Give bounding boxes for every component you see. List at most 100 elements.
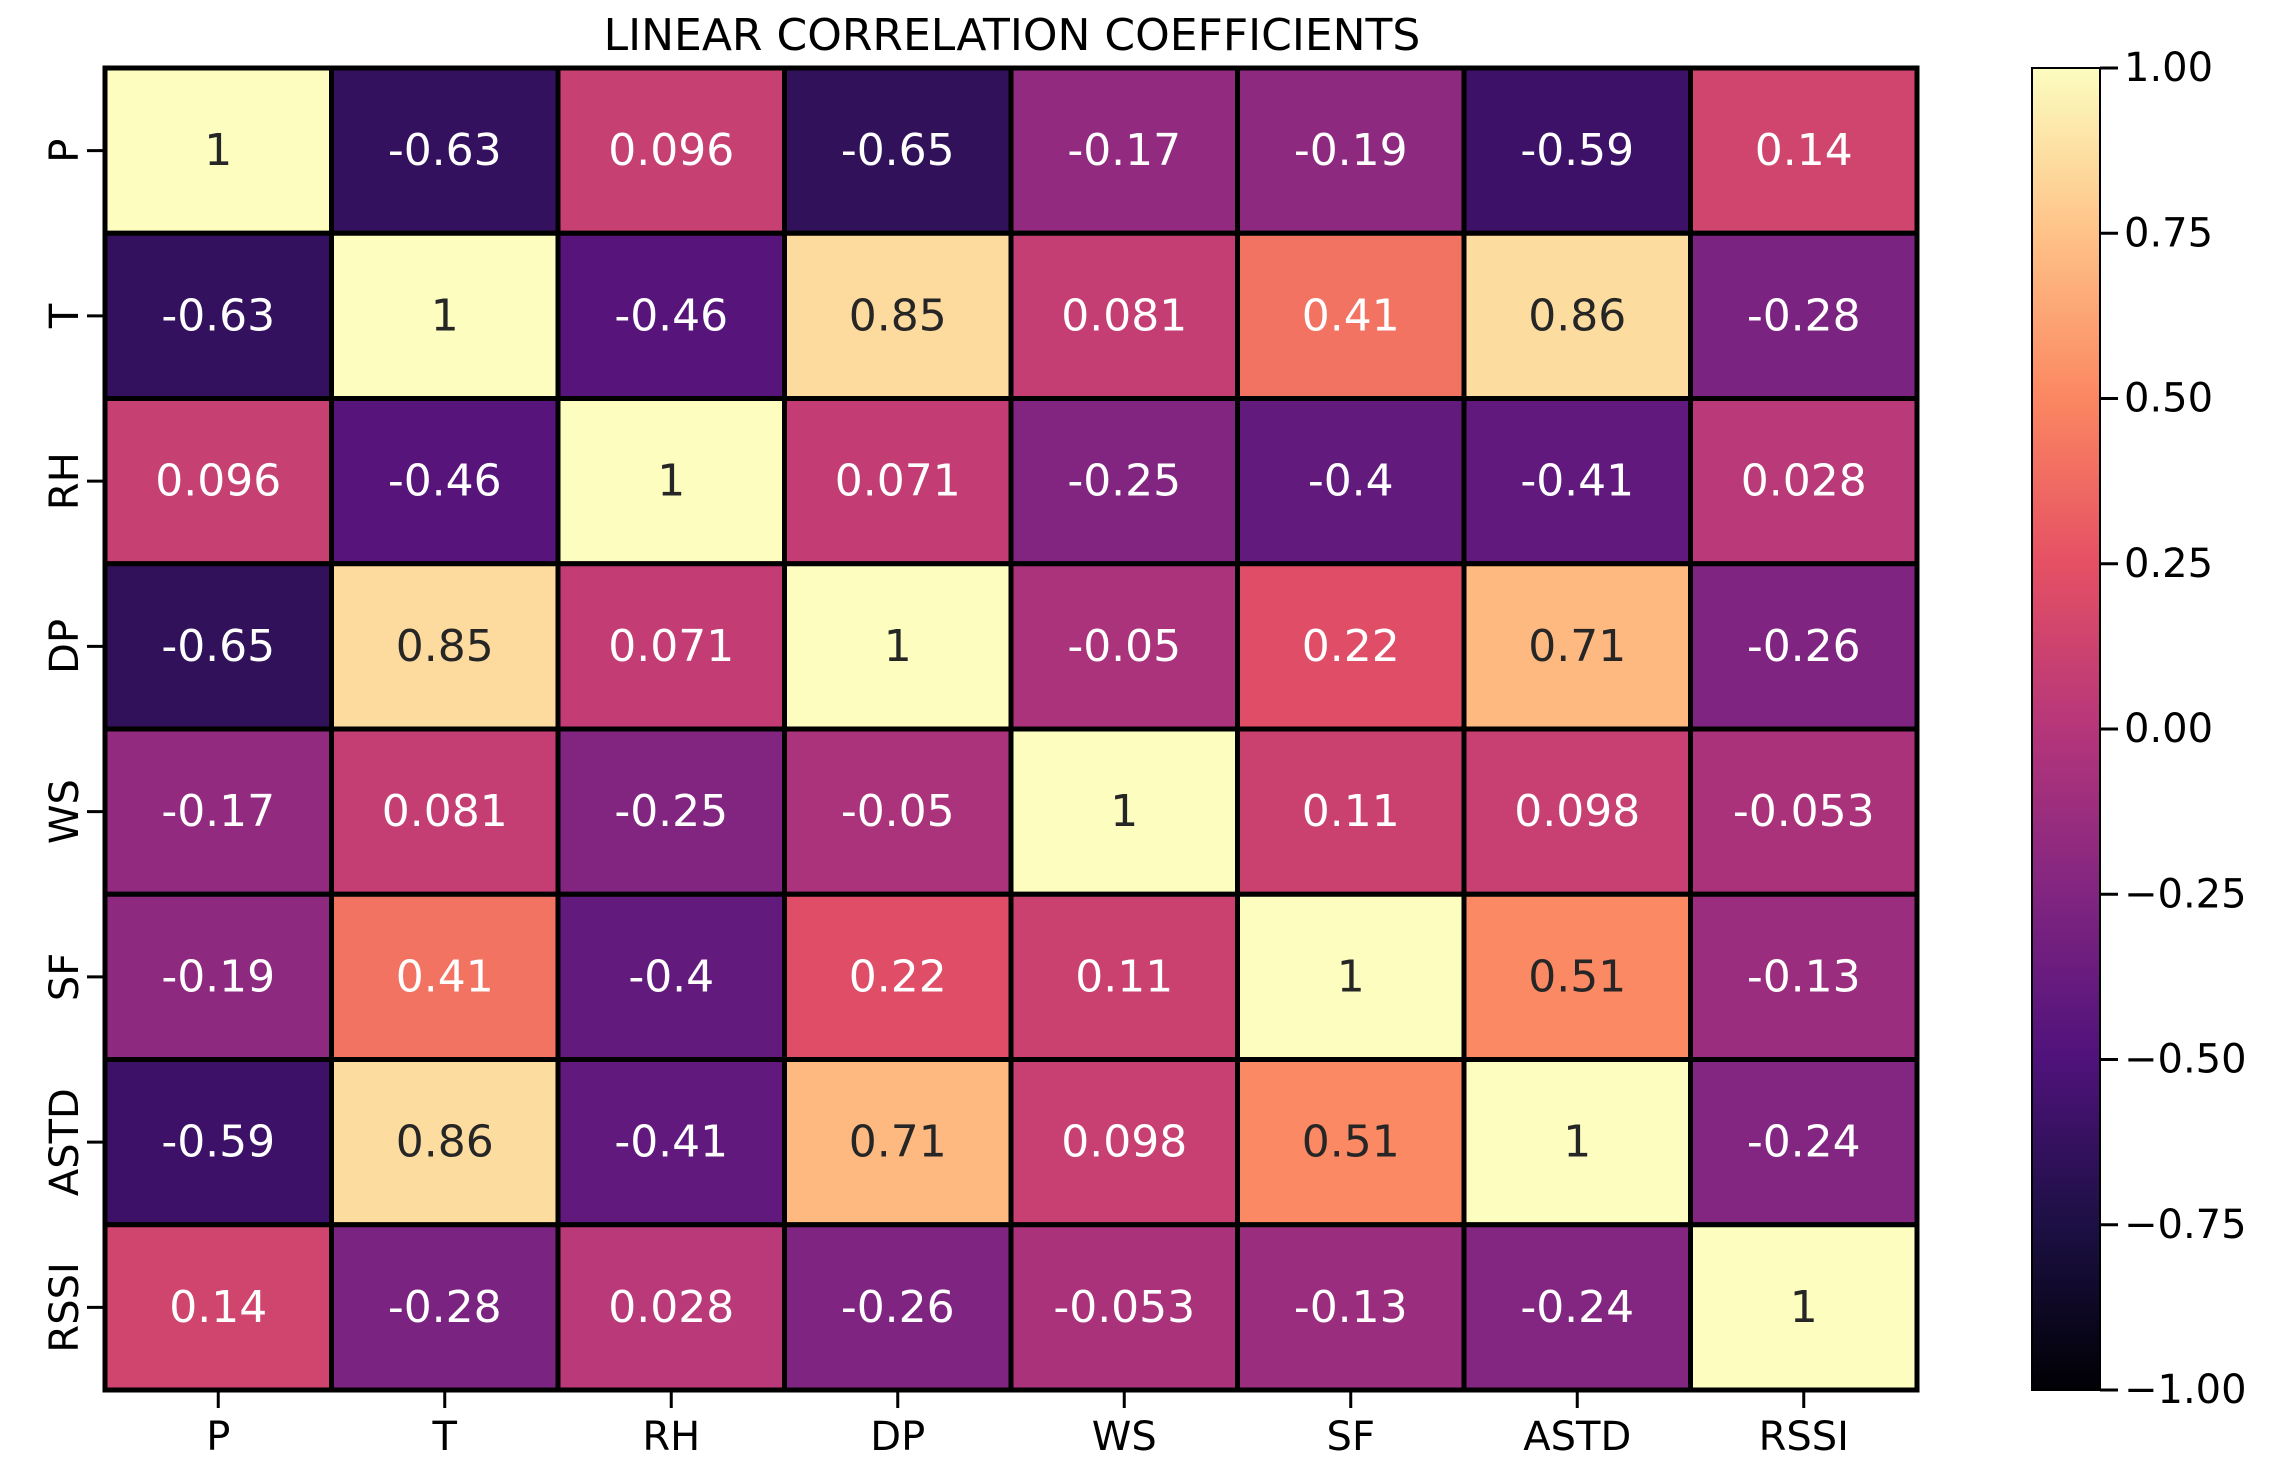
cell-value-label: 1 [431,290,459,341]
colorbar-axis: 1.00 0.75 0.50 0.25 0.00 −0.25 −0.50 −0.75 −1.00 [2100,45,2247,1413]
cell-value-label: -0.28 [388,1282,502,1333]
cell-value-label: -0.24 [1520,1282,1634,1333]
y-tick-label: T [42,303,88,329]
cell-value-label: -0.63 [161,290,275,341]
colorbar-tick-label: −1.00 [2124,1367,2247,1413]
cell-value-label: -0.41 [1520,456,1634,507]
heatmap-cell [1688,230,1920,401]
cell-value-label: -0.59 [161,1117,275,1168]
cell-value-label: 0.071 [608,621,734,672]
cell-value-label: 0.11 [1302,786,1400,837]
heatmap-cell [1008,1222,1240,1393]
heatmap-cell [1235,891,1467,1062]
cell-value-label: 0.22 [1302,621,1400,672]
cell-value-label: 0.86 [1528,290,1626,341]
heatmap-cell [1688,65,1920,236]
heatmap-cell [1235,230,1467,401]
cell-value-label: 0.071 [835,456,961,507]
cell-value-label: -0.4 [628,951,714,1002]
cell-value-label: 0.081 [1061,290,1187,341]
colorbar-tick-label: −0.50 [2124,1037,2247,1083]
cell-value-label: 0.096 [155,456,281,507]
x-tick-label: P [206,1414,230,1460]
cell-value-label: 0.096 [608,125,734,176]
heatmap-cell [1688,1057,1920,1228]
cell-value-label: 0.22 [849,951,947,1002]
cell-value-label: 1 [1790,1282,1818,1333]
y-tick-label: SF [42,953,88,1001]
cell-value-label: -0.65 [841,125,955,176]
cell-value-label: -0.63 [388,125,502,176]
y-tick-label: P [42,139,88,163]
x-tick-label: ASTD [1523,1414,1631,1460]
y-tick-label: ASTD [42,1088,88,1196]
cell-value-label: 0.081 [382,786,508,837]
cell-value-label: -0.05 [1067,621,1181,672]
cell-value-label: -0.41 [614,1117,728,1168]
colorbar-tick-label: −0.75 [2124,1202,2247,1248]
plot-frame [103,66,1919,1392]
cell-value-label: -0.26 [841,1282,955,1333]
heatmap-cell [1008,396,1240,567]
heatmap-cell [1235,65,1467,236]
heatmap-cell [555,1057,787,1228]
cell-value-label: 1 [1337,951,1365,1002]
cell-value-label: 0.028 [1741,456,1867,507]
x-tick-label: RSSI [1759,1414,1849,1460]
x-tick-label: RH [642,1414,700,1460]
colorbar-tick-label: 0.75 [2124,210,2213,256]
cell-value-label: 0.85 [396,621,494,672]
cell-value-label: -0.24 [1747,1117,1861,1168]
heatmap-cell [1461,1057,1693,1228]
cell-value-label: 0.51 [1528,951,1626,1002]
x-axis: P T RH DP WS SF ASTD RSSI [206,1390,1849,1460]
cell-value-label: 0.71 [849,1117,947,1168]
cell-value-label: 1 [657,456,685,507]
cell-value-label: -0.25 [614,786,728,837]
heatmap-cell [1461,561,1693,732]
heatmap-cell [555,396,787,567]
heatmap-cell [329,396,561,567]
cell-value-label: -0.053 [1733,786,1875,837]
colorbar-tick-label: −0.25 [2124,871,2247,917]
heatmap-cell [555,561,787,732]
y-axis: P T RH DP WS SF ASTD RSSI [42,139,105,1353]
heatmap-cell [782,396,1014,567]
heatmap-cell [1235,1057,1467,1228]
cell-value-label: -0.19 [1294,125,1408,176]
cell-value-label: 0.14 [1755,125,1853,176]
y-tick-label: DP [42,619,88,674]
cell-value-label: 1 [1110,786,1138,837]
cell-value-label: 0.71 [1528,621,1626,672]
cell-value-label: -0.053 [1053,1282,1195,1333]
cell-value-label: -0.46 [388,456,502,507]
y-tick-label: WS [42,779,88,844]
heatmap-cell [1008,561,1240,732]
cell-value-label: -0.13 [1294,1282,1408,1333]
heatmap-cell [102,1057,334,1228]
heatmap-cell [329,1057,561,1228]
cell-value-label: -0.26 [1747,621,1861,672]
cell-value-label: -0.65 [161,621,275,672]
y-tick-label: RH [42,452,88,510]
cell-value-label: -0.25 [1067,456,1181,507]
heatmap-cell [1235,396,1467,567]
cell-value-label: -0.19 [161,951,275,1002]
heatmap-cell [1461,396,1693,567]
heatmap-cell [1008,891,1240,1062]
colorbar [2031,67,2101,1391]
cell-value-label: 0.14 [169,1282,267,1333]
colorbar-tick-label: 0.00 [2124,706,2213,752]
cell-value-label: 0.11 [1075,951,1173,1002]
heatmap-cell [1688,891,1920,1062]
cell-value-label: -0.17 [161,786,275,837]
heatmap-cell [1008,1057,1240,1228]
heatmap-cells: 1 -0.63 0.096 -0.65 -0.17 -0.19 -0.59 0.14 -0.63… [102,65,1920,1393]
heatmap-cell [782,230,1014,401]
cell-value-label: -0.59 [1520,125,1634,176]
cell-value-label: -0.17 [1067,125,1181,176]
heatmap-cell [329,230,561,401]
heatmap-cell [1008,726,1240,897]
chart-title: LINEAR CORRELATION COEFFICIENTS [604,10,1421,61]
